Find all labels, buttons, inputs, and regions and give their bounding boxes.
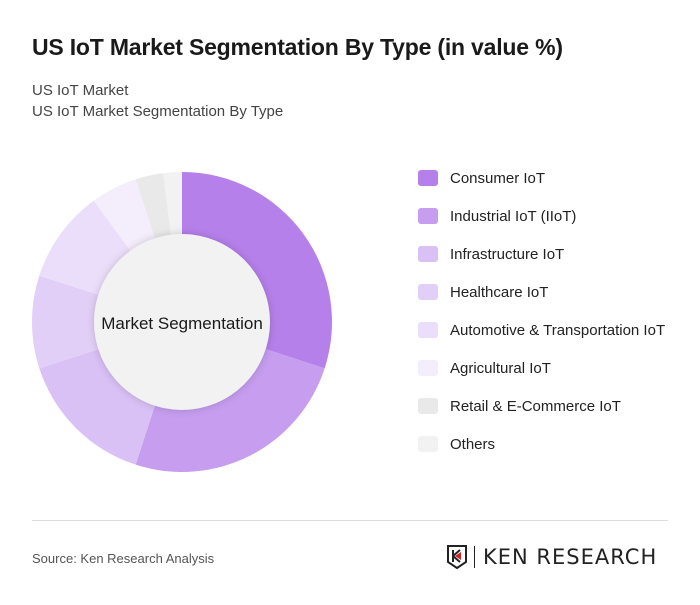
legend-swatch [418,360,438,376]
legend-item: Industrial IoT (IIoT) [418,206,678,228]
legend-label: Retail & E-Commerce IoT [450,398,621,415]
legend-label: Industrial IoT (IIoT) [450,208,577,225]
subtitle-market: US IoT Market [32,82,129,99]
legend-label: Healthcare IoT [450,284,549,301]
donut-center [94,234,270,410]
legend-swatch [418,398,438,414]
subtitle-segmentation: US IoT Market Segmentation By Type [32,103,284,120]
slice-healthcare-iot [32,275,100,369]
legend: Consumer IoT Industrial IoT (IIoT) Infrast… [418,168,678,472]
legend-item: Consumer IoT [418,168,678,190]
legend-swatch [418,170,438,186]
legend-item: Healthcare IoT [418,282,678,304]
slice-retail-e-commerce-iot [135,173,172,240]
legend-item: Automotive & Transportation IoT [418,320,678,342]
slice-others [163,172,182,236]
legend-swatch [418,246,438,262]
slice-automotive-transportation-iot [39,200,131,296]
slice-industrial-iot-iiot [135,348,325,472]
legend-item: Infrastructure IoT [418,244,678,266]
chart-title: US IoT Market Segmentation By Type (in v… [32,34,563,60]
logo-text: KEN RESEARCH [483,545,658,569]
source-text: Source: Ken Research Analysis [32,551,215,566]
legend-item: Others [418,434,678,456]
legend-label: Automotive & Transportation IoT [450,322,666,339]
legend-item: Agricultural IoT [418,358,678,380]
center-label: Market Segmentation [101,314,263,333]
legend-label: Others [450,436,496,453]
legend-label: Infrastructure IoT [450,246,565,263]
slice-agricultural-iot [93,179,156,252]
ken-logo-icon [447,545,467,570]
donut-chart: Market Segmentation [32,172,332,472]
ken-research-logo: KEN RESEARCH [446,544,657,570]
legend-swatch [418,284,438,300]
legend-swatch [418,322,438,338]
legend-swatch [418,436,438,452]
legend-label: Consumer IoT [450,170,546,187]
legend-label: Agricultural IoT [450,360,551,377]
legend-item: Retail & E-Commerce IoT [418,396,678,418]
slice-consumer-iot [182,172,332,369]
legend-swatch [418,208,438,224]
slice-infrastructure-iot [39,348,156,465]
divider [32,520,668,521]
